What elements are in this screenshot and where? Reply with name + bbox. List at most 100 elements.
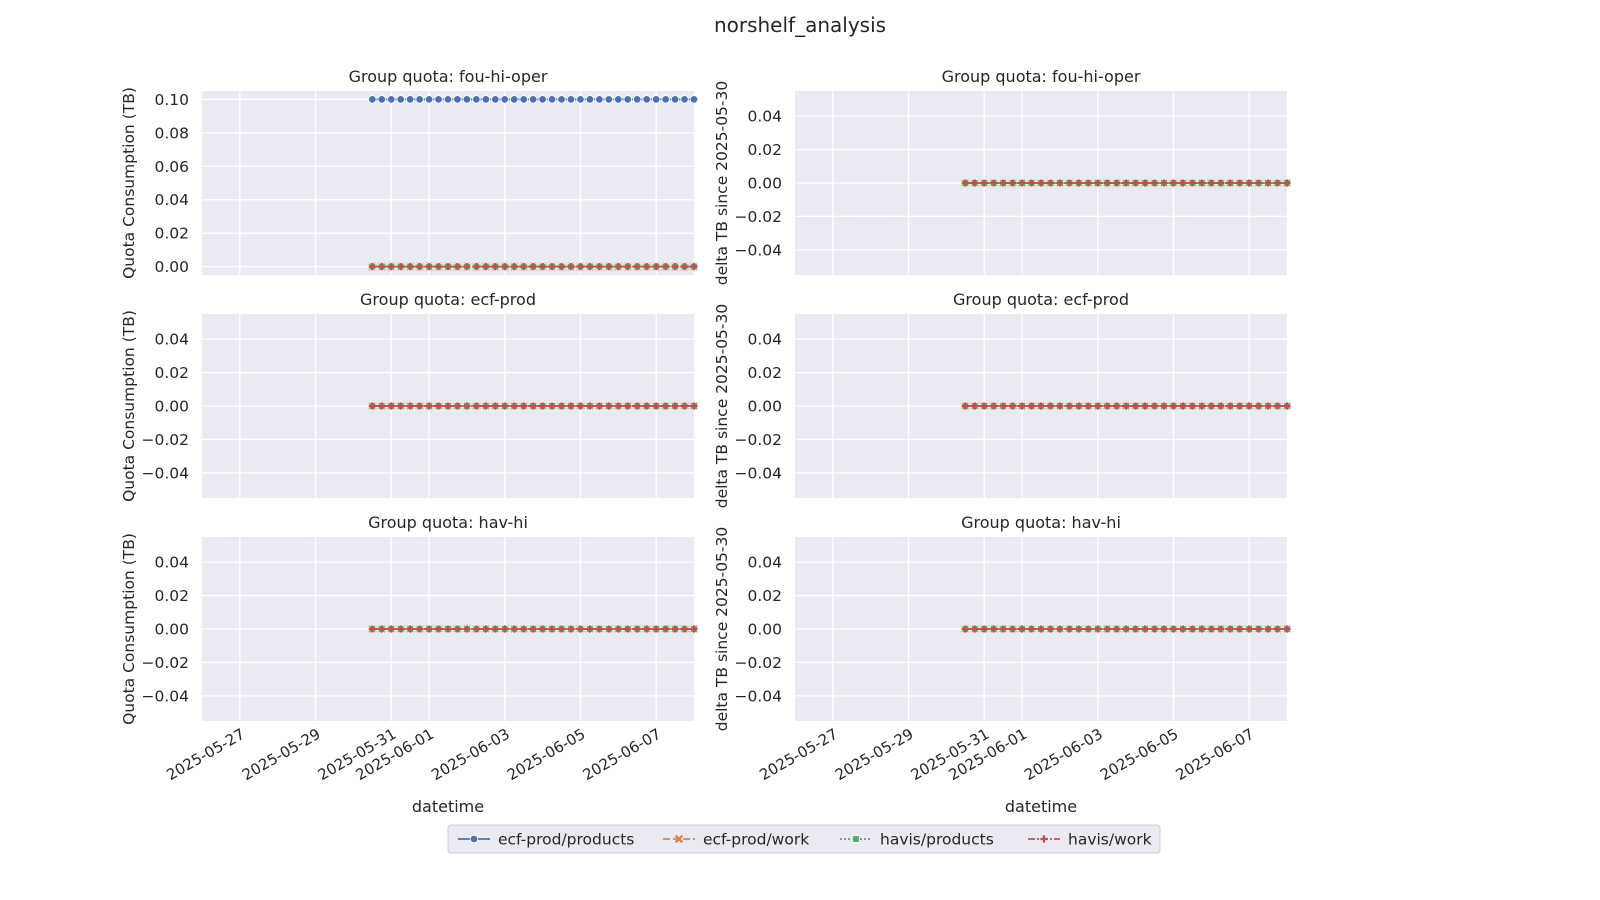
data-point	[1264, 402, 1272, 410]
data-point	[1122, 625, 1130, 633]
data-point	[1056, 402, 1064, 410]
data-point	[680, 625, 689, 633]
x-tick-label: 2025-05-29	[832, 725, 917, 784]
data-point	[406, 402, 414, 410]
subplot-title: Group quota: ecf-prod	[360, 290, 536, 309]
subplot-1: 0.00 0.02 0.04 0.06 0.08 0.10 Group quota: fou…	[120, 67, 699, 279]
data-point	[481, 95, 491, 104]
data-point	[1065, 625, 1073, 633]
data-point	[1245, 625, 1253, 633]
data-point	[425, 625, 433, 633]
data-point	[643, 402, 651, 410]
data-point	[1264, 179, 1272, 187]
data-point	[1065, 179, 1073, 187]
data-point	[397, 263, 405, 271]
series-havis-work	[961, 625, 1291, 633]
data-point	[961, 625, 969, 633]
data-point	[501, 402, 509, 410]
subplot-title: Group quota: ecf-prod	[953, 290, 1129, 309]
data-point	[585, 95, 595, 104]
legend-marker	[674, 834, 684, 844]
x-tick-label: 2025-05-27	[163, 725, 248, 784]
figure-title: norshelf_analysis	[714, 13, 886, 37]
x-tick-label: 2025-05-27	[756, 725, 841, 784]
y-tick-label: −0.04	[735, 464, 783, 482]
data-point	[1273, 402, 1282, 410]
data-point	[548, 625, 556, 633]
data-point	[623, 95, 632, 104]
data-point	[416, 625, 424, 633]
data-point	[680, 402, 689, 410]
legend-label: havis/products	[880, 831, 994, 849]
data-point	[1150, 625, 1159, 633]
series-havis-work	[368, 402, 698, 410]
legend-marker	[852, 835, 860, 843]
data-point	[1075, 179, 1083, 187]
data-point	[1094, 179, 1102, 187]
data-point	[482, 263, 490, 271]
data-point	[463, 402, 471, 410]
data-point	[1009, 179, 1017, 187]
data-point	[377, 95, 386, 104]
data-point	[999, 625, 1007, 633]
data-point	[1226, 625, 1234, 633]
data-point	[1255, 402, 1263, 410]
data-point	[624, 625, 632, 633]
y-tick-label: 0.08	[154, 124, 189, 142]
data-point	[1226, 179, 1234, 187]
data-point	[567, 625, 575, 633]
data-point	[416, 263, 424, 271]
y-tick-label: −0.04	[735, 687, 783, 705]
data-point	[586, 402, 594, 410]
data-point	[520, 402, 528, 410]
data-point	[671, 263, 679, 271]
data-point	[529, 402, 537, 410]
data-point	[453, 95, 462, 104]
y-tick-label: −0.02	[735, 431, 783, 449]
y-tick-label: 0.04	[747, 108, 782, 126]
data-point	[434, 402, 443, 410]
y-tick-label: 0.04	[154, 191, 189, 209]
data-point	[1217, 402, 1225, 410]
data-point	[680, 95, 689, 104]
data-point	[406, 263, 414, 271]
data-point	[557, 402, 566, 410]
data-point	[1037, 625, 1045, 633]
data-point	[519, 95, 528, 104]
data-point	[990, 402, 998, 410]
data-point	[980, 179, 988, 187]
y-tick-label: 0.02	[747, 587, 782, 605]
data-point	[1207, 402, 1215, 410]
data-point	[557, 263, 566, 271]
data-point	[652, 263, 660, 271]
data-point	[434, 625, 443, 633]
legend-marker	[469, 834, 479, 844]
data-point	[999, 179, 1007, 187]
x-axis-label: datetime	[1005, 797, 1077, 816]
data-point	[1018, 402, 1026, 410]
data-point	[387, 95, 396, 104]
data-point	[539, 625, 547, 633]
y-tick-label: −0.02	[735, 654, 783, 672]
data-point	[633, 263, 641, 271]
data-point	[368, 95, 377, 104]
data-point	[510, 95, 519, 104]
data-point	[971, 179, 979, 187]
data-point	[1236, 625, 1244, 633]
data-point	[443, 95, 453, 104]
data-point	[378, 263, 386, 271]
data-point	[425, 263, 433, 271]
data-point	[1037, 179, 1045, 187]
data-point	[1009, 402, 1017, 410]
data-point	[1084, 179, 1092, 187]
y-axis-label: Quota Consumption (TB)	[120, 533, 138, 725]
data-point	[1132, 625, 1140, 633]
data-point	[387, 625, 395, 633]
y-tick-label: −0.04	[142, 687, 190, 705]
y-tick-label: 0.04	[154, 554, 189, 572]
data-point	[595, 402, 603, 410]
legend-item: havis/products	[840, 831, 994, 849]
data-point	[472, 625, 480, 633]
data-point	[624, 402, 632, 410]
plot-area	[202, 91, 694, 275]
